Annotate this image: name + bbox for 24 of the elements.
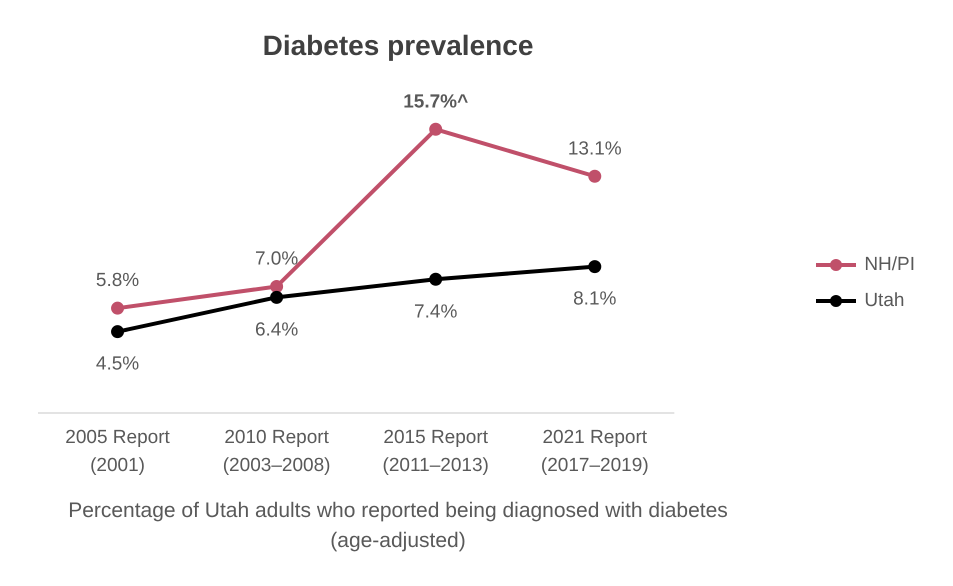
x-tick-label: 2021 Report (2017–2019) xyxy=(540,427,649,476)
data-label: 15.7%^ xyxy=(403,91,468,112)
legend-label: Utah xyxy=(864,290,904,312)
data-label: 7.0% xyxy=(254,248,298,270)
x-tick-label: 2015 Report (2011–2013) xyxy=(382,427,489,476)
point xyxy=(588,170,602,183)
data-label: 6.4% xyxy=(254,319,298,340)
x-tick-label: 2005 Report (2001) xyxy=(65,427,171,476)
data-label: 8.1% xyxy=(573,288,617,310)
legend-label: NH/PI xyxy=(864,254,915,276)
data-label: 5.8% xyxy=(96,270,140,292)
point xyxy=(588,260,602,274)
point xyxy=(429,272,442,286)
chart-title: Diabetes prevalence xyxy=(262,29,534,63)
data-label: 4.5% xyxy=(96,354,140,375)
point xyxy=(111,325,124,338)
point xyxy=(429,122,442,136)
data-label: 13.1% xyxy=(568,138,622,160)
point xyxy=(270,280,284,293)
x-axis-title: Percentage of Utah adults who reported being diagnosed with diabetes (age-adjusted) xyxy=(67,498,729,554)
point xyxy=(111,302,124,315)
x-tick-label: 2010 Report (2003–2008) xyxy=(222,427,330,476)
data-label: 7.4% xyxy=(414,301,458,322)
point xyxy=(270,290,284,304)
